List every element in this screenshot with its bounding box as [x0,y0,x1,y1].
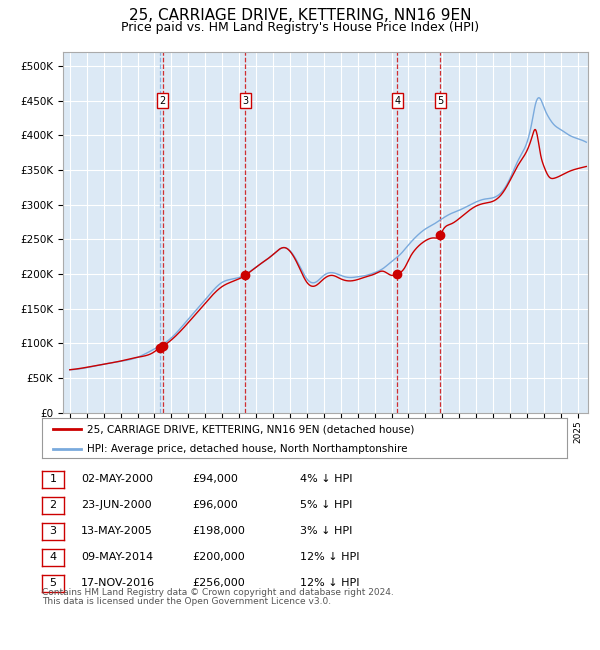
Text: 12% ↓ HPI: 12% ↓ HPI [300,552,359,562]
Text: 3% ↓ HPI: 3% ↓ HPI [300,526,352,536]
Text: 23-JUN-2000: 23-JUN-2000 [81,500,152,510]
Text: 25, CARRIAGE DRIVE, KETTERING, NN16 9EN: 25, CARRIAGE DRIVE, KETTERING, NN16 9EN [129,8,471,23]
Text: 5: 5 [437,96,443,106]
Text: 4: 4 [394,96,401,106]
Text: 2: 2 [50,500,56,510]
Text: £198,000: £198,000 [192,526,245,536]
Text: 02-MAY-2000: 02-MAY-2000 [81,474,153,484]
Text: 25, CARRIAGE DRIVE, KETTERING, NN16 9EN (detached house): 25, CARRIAGE DRIVE, KETTERING, NN16 9EN … [86,424,414,434]
Text: 1: 1 [50,474,56,484]
Text: HPI: Average price, detached house, North Northamptonshire: HPI: Average price, detached house, Nort… [86,445,407,454]
Text: £200,000: £200,000 [192,552,245,562]
Text: 4: 4 [50,552,56,562]
Text: £96,000: £96,000 [192,500,238,510]
Text: Contains HM Land Registry data © Crown copyright and database right 2024.: Contains HM Land Registry data © Crown c… [42,588,394,597]
Text: 17-NOV-2016: 17-NOV-2016 [81,578,155,588]
Text: 4% ↓ HPI: 4% ↓ HPI [300,474,353,484]
Text: 3: 3 [242,96,248,106]
Text: 09-MAY-2014: 09-MAY-2014 [81,552,153,562]
Text: 5: 5 [50,578,56,588]
Text: 13-MAY-2005: 13-MAY-2005 [81,526,153,536]
Text: £256,000: £256,000 [192,578,245,588]
Text: 12% ↓ HPI: 12% ↓ HPI [300,578,359,588]
Text: Price paid vs. HM Land Registry's House Price Index (HPI): Price paid vs. HM Land Registry's House … [121,21,479,34]
Text: This data is licensed under the Open Government Licence v3.0.: This data is licensed under the Open Gov… [42,597,331,606]
Text: 2: 2 [160,96,166,106]
Text: 3: 3 [50,526,56,536]
Text: 5% ↓ HPI: 5% ↓ HPI [300,500,352,510]
Text: £94,000: £94,000 [192,474,238,484]
